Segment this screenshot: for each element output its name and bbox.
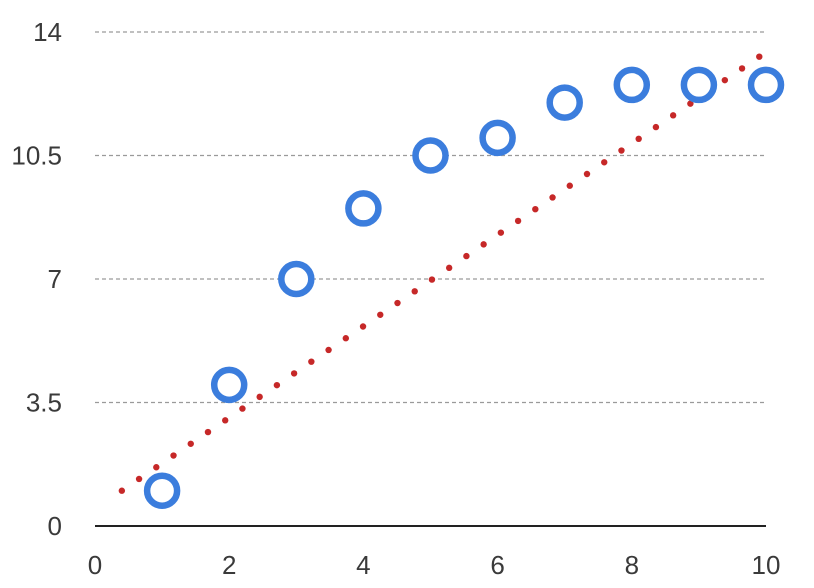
trendline-dot (256, 393, 263, 401)
data-point (546, 84, 583, 121)
x-tick-label: 0 (88, 550, 102, 580)
trendline-dot (480, 241, 487, 248)
trendline-dot (687, 100, 694, 107)
trendline-dot (566, 182, 573, 189)
trendline-dot (204, 428, 212, 436)
data-point (680, 66, 718, 104)
data-points (143, 66, 785, 509)
x-axis-tick-labels: 0 2 4 6 8 10 (88, 550, 781, 580)
trendline-dot (583, 170, 591, 178)
trendline-dot (377, 311, 384, 318)
trendline-dot (239, 405, 246, 412)
trendline-dot (411, 288, 418, 295)
data-point (747, 66, 785, 104)
data-point (278, 260, 315, 298)
trendline-dot (222, 417, 229, 424)
trendline-dot (756, 53, 763, 60)
data-point (479, 119, 516, 157)
y-tick-label: 3.5 (26, 388, 62, 418)
trendline-dot (549, 194, 556, 201)
x-tick-label: 8 (625, 550, 639, 580)
x-tick-label: 4 (356, 550, 370, 580)
trendline-dot (514, 217, 522, 225)
data-point (143, 472, 181, 509)
trendline-dot (618, 147, 625, 154)
trendline-dot (394, 299, 401, 307)
y-axis-tick-labels: 0 3.5 7 10.5 14 (11, 17, 62, 541)
trendline-dot (601, 159, 608, 166)
trendline-dot (738, 65, 746, 72)
trendline-dot (153, 464, 160, 471)
trendline-dot (308, 358, 315, 365)
grid-lines (95, 31, 766, 404)
trendline-dot (170, 452, 177, 459)
trendline-dot (652, 123, 660, 131)
trendline (118, 53, 763, 494)
data-point (345, 190, 382, 227)
data-point (210, 366, 248, 404)
y-tick-label: 10.5 (11, 141, 62, 171)
trendline-dot (118, 487, 126, 494)
trendline-dot (721, 76, 729, 84)
x-tick-label: 6 (490, 550, 504, 580)
y-tick-label: 7 (48, 264, 62, 294)
data-point (613, 66, 651, 104)
trendline-dot (497, 229, 505, 236)
trendline-dot (532, 205, 539, 213)
y-tick-label: 0 (48, 511, 62, 541)
trendline-dot (290, 370, 298, 377)
trendline-dot (359, 323, 367, 330)
y-tick-label: 14 (33, 17, 62, 47)
x-tick-label: 2 (222, 550, 236, 580)
trendline-dot (463, 252, 470, 260)
trendline-dot (325, 346, 332, 354)
data-point (412, 137, 449, 174)
trendline-dot (135, 475, 143, 483)
trendline-dot (635, 135, 642, 143)
trendline-dot (445, 264, 453, 272)
x-tick-label: 10 (752, 550, 781, 580)
trendline-dot (273, 381, 281, 389)
trendline-dot (342, 335, 350, 342)
trendline-dot (669, 112, 677, 119)
trendline-dot (187, 440, 194, 447)
trendline-dot (428, 276, 436, 283)
